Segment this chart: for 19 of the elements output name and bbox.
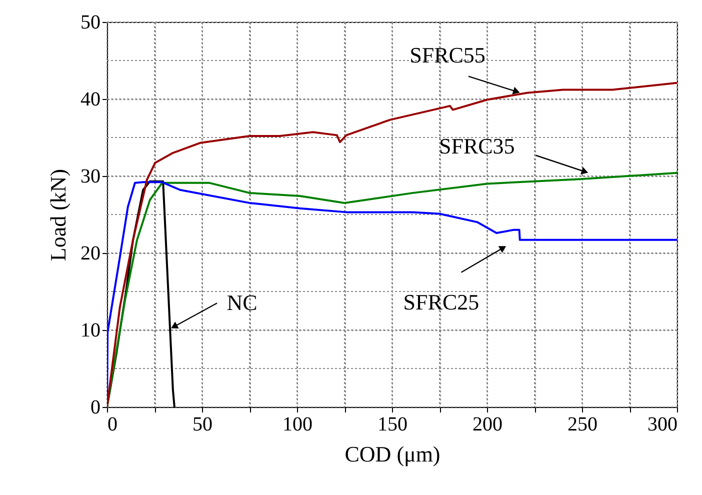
y-tick-label: 10 [80, 320, 100, 342]
y-tick-label: 40 [80, 88, 100, 110]
x-tick-label: 300 [648, 414, 678, 436]
x-tick-label: 0 [108, 414, 118, 436]
x-tick-label: 200 [472, 414, 502, 436]
annotation: NC [226, 290, 258, 316]
x-axis-title: COD (μm) [344, 442, 440, 466]
annotation: SFRC55 [410, 42, 486, 68]
x-tick-label: 150 [378, 414, 408, 436]
y-tick-label: 20 [80, 242, 100, 264]
y-tick-label: 30 [80, 166, 100, 188]
x-tick-label: 250 [568, 414, 598, 436]
y-tick-label: 0 [90, 396, 100, 418]
annotation: SFRC35 [438, 133, 515, 158]
annotation: SFRC25 [403, 289, 480, 314]
y-axis-title: Load (kN) [46, 168, 70, 262]
y-tick-label: 50 [80, 12, 100, 34]
x-tick-label: 50 [192, 414, 212, 436]
x-tick-label: 100 [282, 414, 312, 436]
